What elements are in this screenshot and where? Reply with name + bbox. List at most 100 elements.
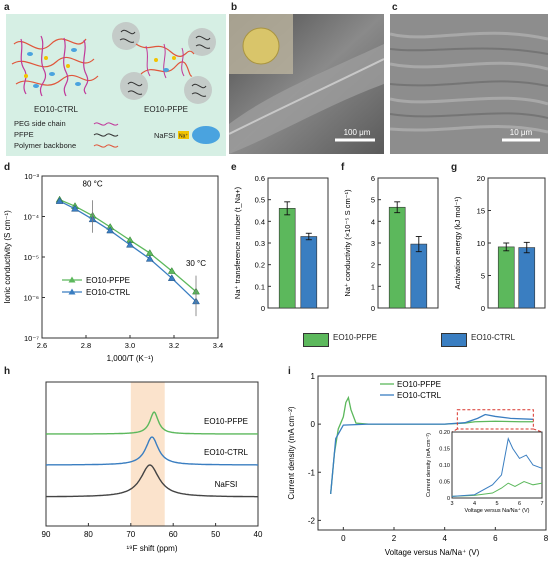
bar-eo10-ctrl [518,247,536,309]
inset-curve-1 [451,436,543,497]
scale-bar-label: 100 μm [344,128,371,137]
inset-frame [451,431,543,499]
x-tick-label: 80 [84,530,93,539]
inset-y-tick-label: 0.05 [439,480,450,486]
y-tick-label: 6 [371,174,375,183]
legend-peg-label: PEG side chain [14,119,66,128]
inset-x-tick-label: 5 [495,501,498,507]
panel-label-g: g [451,162,458,173]
chart-h-19f-nmr: 90 80 70 60 50 40 ¹⁹F shift (ppm) EO10-PFPE EO10… [42,381,263,553]
plot-frame [317,375,547,531]
y-tick-label: 3 [371,239,375,248]
y-tick-label: 0.6 [255,174,265,183]
y-tick-label: 2 [371,261,375,270]
x-tick-label: 90 [42,530,51,539]
na-swatch [178,131,189,139]
panel-label-f: f [341,162,345,173]
chart-f-na-conductivity: 0 1 2 3 4 5 6 Na⁺ conductivity (×10⁻⁵ S cm⁻¹) [343,174,439,313]
spectrum-label-1: EO10-CTRL [204,448,249,457]
y-tick-label: 1 [311,372,316,381]
legend-marker-1 [68,288,76,295]
x-tick-label: 2.8 [81,341,91,350]
inset-curve-0 [451,480,543,497]
ctrl-polymer-network [11,35,99,97]
inset-x-tick-label: 3 [450,501,453,507]
y-tick-label: 10⁻⁷ [24,334,39,343]
inset-y-tick-label: 0 [447,496,450,502]
data-point [167,274,176,281]
inset-x-axis-label: Voltage versus Na/Na⁺ (V) [465,507,530,514]
panel-label-a: a [4,2,10,13]
bar-eo10-ctrl [410,243,428,309]
inset-y-tick-label: 0.20 [439,430,450,436]
ctrl-name: EO10-CTRL [34,105,79,114]
zoom-connector [533,428,543,433]
series-line-1 [59,200,197,302]
legend-label-1: EO10-CTRL [86,288,131,297]
y-tick-label: 5 [481,272,485,281]
data-point [71,204,79,212]
bar-legend: EO10-PFPE EO10-CTRL [303,331,553,347]
plot-frame [267,177,329,309]
bar-eo10-ctrl [300,236,318,309]
x-tick-label: 50 [211,530,220,539]
inset-y-axis-label: Current density (mA cm⁻²) [426,433,432,497]
x-tick-label: 2 [392,534,397,543]
inset-x-tick-label: 4 [473,501,476,507]
y-tick-label: 0.3 [255,239,265,248]
legend-pfpe-swatch [303,333,329,347]
membrane-disc-icon [242,27,280,65]
y-tick-label: 4 [371,217,375,226]
legend-backbone-swatch [93,144,119,148]
legend-pfpe-label: PFPE [14,130,34,139]
panel-label-b: b [231,2,238,13]
panel-a-schematic: EO10-CTRL EO10-PFPE PEG side chain PFPE … [6,14,226,156]
data-point [126,240,134,248]
salt-label: NaFSI [154,131,175,140]
x-tick-label: 3.4 [213,341,223,350]
bar-eo10-pfpe [388,206,406,309]
x-tick-label: 3.2 [169,341,179,350]
lsv-curve-1 [330,413,534,494]
inset-x-tick-label: 6 [518,501,521,507]
x-tick-label: 6 [493,534,498,543]
y-tick-label: 20 [477,174,485,183]
legend-marker-0 [68,276,76,283]
panel-label-d: d [4,162,11,173]
y-tick-label: 10⁻⁶ [24,294,39,303]
legend-label-0: EO10-PFPE [397,380,441,389]
y-axis-label: Activation energy (kJ mol⁻¹) [453,196,462,289]
zoom-box [456,409,534,430]
inset-x-tick-label: 7 [540,501,543,507]
spectrum-1 [46,436,258,466]
y-tick-label: 0.4 [255,217,265,226]
legend-backbone-label: Polymer backbone [14,141,76,150]
legend-peg-swatch [93,122,119,126]
ctrl-salt-dots [24,48,81,88]
bar-eo10-pfpe [278,208,296,309]
y-tick-label: 10 [477,239,485,248]
x-tick-label: 0 [341,534,346,543]
x-tick-label: 4 [442,534,447,543]
x-axis-label: 1,000/T (K⁻¹) [107,354,154,363]
legend-ctrl-label: EO10-CTRL [471,333,516,342]
panel-b-sem-image: 100 μm [229,14,384,154]
spectrum-label-2: NaFSI [215,480,238,489]
x-tick-label: 40 [254,530,263,539]
plot-frame [487,177,546,309]
data-point [55,197,64,204]
plot-frame [45,381,259,527]
pfpe-name: EO10-PFPE [144,105,188,114]
y-tick-label: 0 [371,304,375,313]
y-tick-label: -2 [308,516,316,525]
x-tick-label: 60 [169,530,178,539]
lsv-curve-0 [330,395,534,494]
y-tick-label: 0.2 [255,261,265,270]
pfpe-polymer-network [112,22,216,104]
chart-i-lsv: 0 2 4 6 8 -2 -1 0 1 Voltage versus Na/Na⁺ (V) Curr… [287,372,549,557]
fsi-anion-icon [192,126,220,144]
x-tick-label: 8 [544,534,549,543]
scale-bar-label: 10 μm [510,128,533,137]
y-tick-label: -1 [308,468,316,477]
chart-d-ionic-conductivity: 2.6 2.8 3.0 3.2 3.4 10⁻⁷ 10⁻⁶ 10⁻⁵ 10⁻⁴ 10⁻³ 1,000… [3,172,223,363]
